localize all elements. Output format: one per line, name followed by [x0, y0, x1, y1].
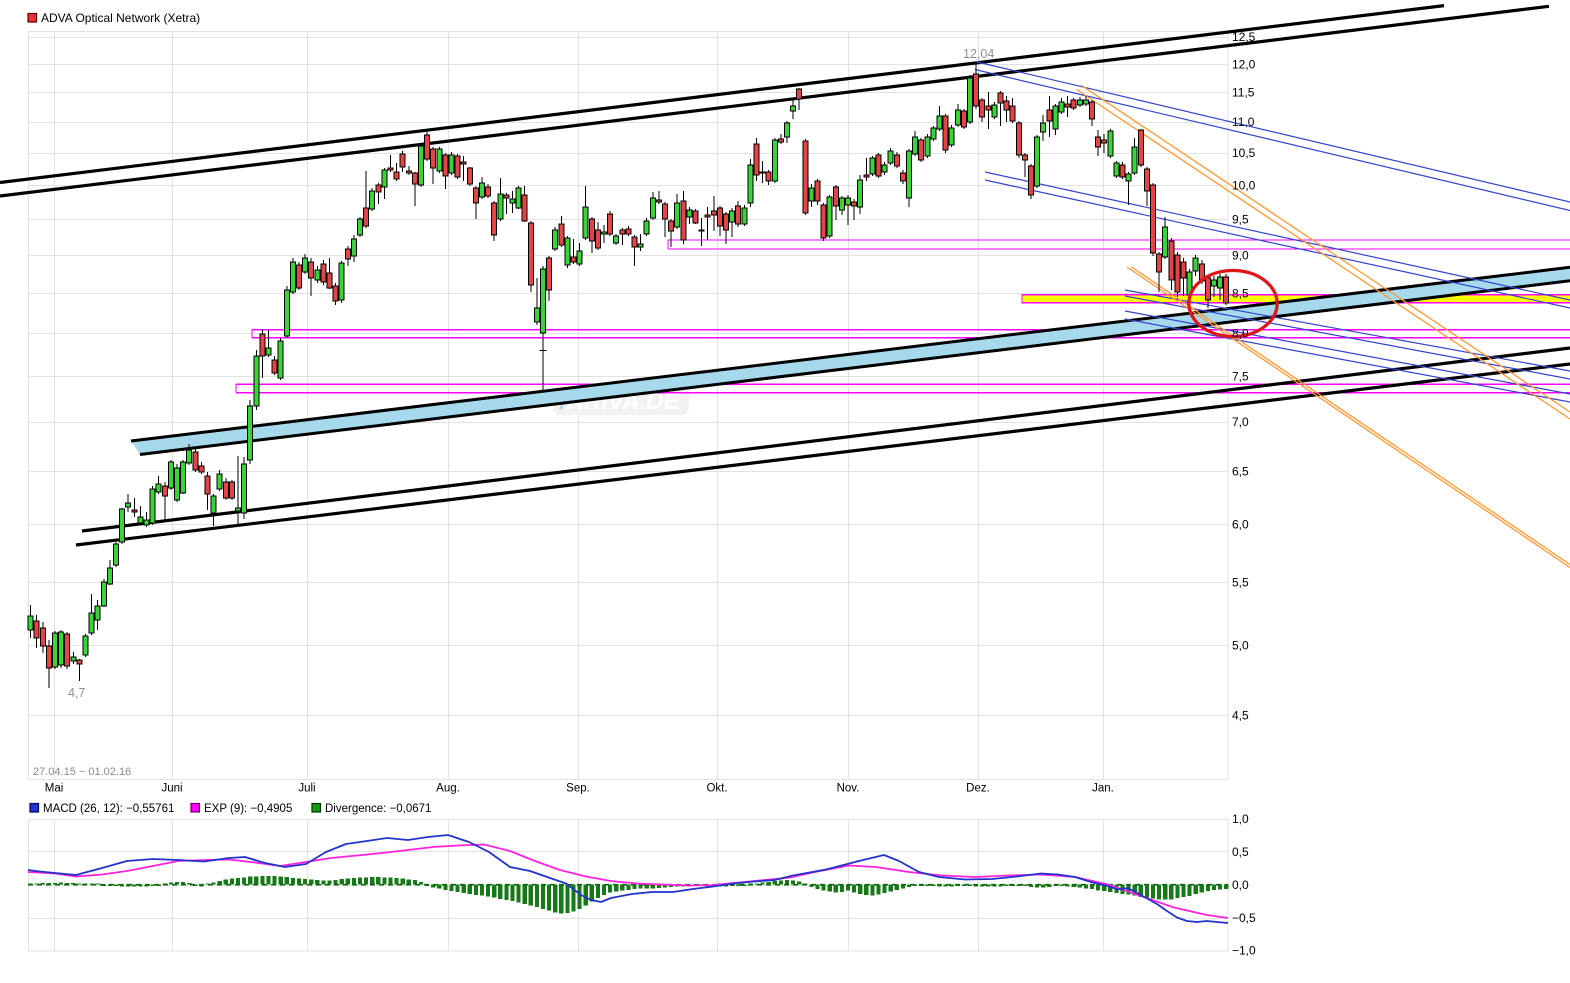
- svg-text:Jan.: Jan.: [1092, 783, 1114, 795]
- svg-text:Juni: Juni: [161, 783, 182, 795]
- svg-text:Dez.: Dez.: [966, 783, 990, 795]
- svg-text:1,0: 1,0: [1232, 812, 1249, 826]
- svg-text:ADVA Optical Network (Xetra): ADVA Optical Network (Xetra): [41, 11, 200, 25]
- svg-text:7,5: 7,5: [1232, 369, 1249, 383]
- svg-text:10,0: 10,0: [1232, 178, 1256, 192]
- svg-text:6,5: 6,5: [1232, 464, 1249, 478]
- svg-text:0,0: 0,0: [1232, 878, 1249, 892]
- svg-text:8,0: 8,0: [1232, 327, 1249, 341]
- svg-text:10,5: 10,5: [1232, 146, 1256, 160]
- svg-text:0,5: 0,5: [1232, 845, 1249, 859]
- svg-text:12,04: 12,04: [963, 47, 994, 61]
- svg-text:−0,5: −0,5: [1232, 911, 1256, 925]
- svg-text:4,5: 4,5: [1232, 709, 1249, 723]
- svg-text:11,0: 11,0: [1232, 115, 1255, 129]
- svg-text:Mai: Mai: [45, 783, 64, 795]
- svg-text:6,0: 6,0: [1232, 518, 1249, 532]
- svg-text:Juli: Juli: [298, 783, 315, 795]
- svg-text:5,5: 5,5: [1232, 575, 1249, 589]
- svg-text:9,5: 9,5: [1232, 212, 1249, 226]
- svg-text:Aug.: Aug.: [436, 783, 460, 795]
- svg-text:Sep.: Sep.: [566, 783, 590, 795]
- svg-text:Okt.: Okt.: [706, 783, 727, 795]
- svg-text:9,0: 9,0: [1232, 248, 1249, 262]
- svg-text:4,7: 4,7: [68, 686, 85, 700]
- svg-text:5,0: 5,0: [1232, 639, 1249, 653]
- svg-text:MACD (26, 12): −0,55761: MACD (26, 12): −0,55761: [43, 803, 174, 815]
- svg-text:Nov.: Nov.: [837, 783, 860, 795]
- svg-text:7,0: 7,0: [1232, 415, 1249, 429]
- svg-text:27.04.15 − 01.02.16: 27.04.15 − 01.02.16: [33, 766, 131, 778]
- svg-text:−1,0: −1,0: [1232, 944, 1256, 958]
- svg-text:8,5: 8,5: [1232, 286, 1249, 300]
- svg-text:12,0: 12,0: [1232, 57, 1256, 71]
- svg-text:EXP (9): −0,4905: EXP (9): −0,4905: [204, 803, 292, 815]
- svg-text:11,5: 11,5: [1232, 86, 1255, 100]
- svg-text:12,5: 12,5: [1232, 30, 1256, 44]
- svg-text:Divergence: −0,0671: Divergence: −0,0671: [325, 803, 431, 815]
